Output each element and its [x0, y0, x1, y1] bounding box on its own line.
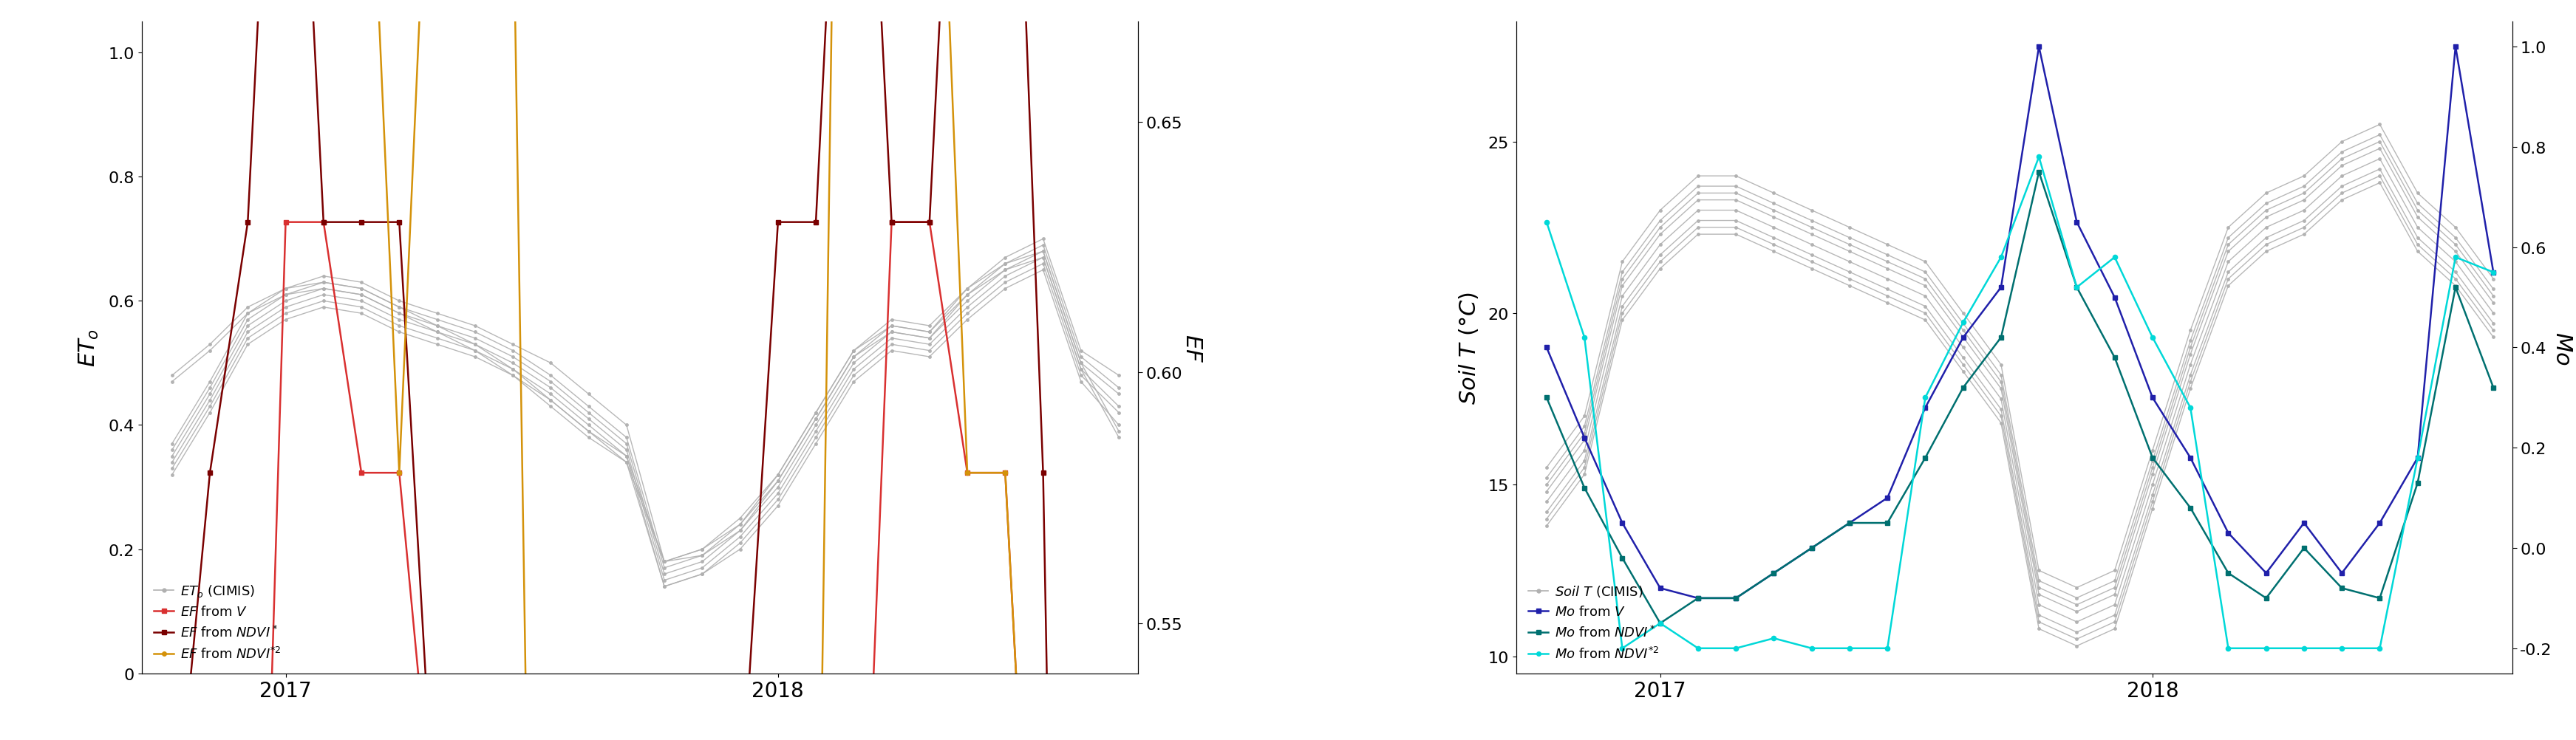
Y-axis label: $EF$: $EF$ — [1180, 333, 1203, 363]
Y-axis label: $Soil\ T\ (°C)$: $Soil\ T\ (°C)$ — [1455, 292, 1479, 404]
Legend: $ET_o$ (CIMIS), $EF$ from $V$, $EF$ from $NDVI^*$, $EF$ from $NDVI^{*2}$: $ET_o$ (CIMIS), $EF$ from $V$, $EF$ from… — [149, 578, 286, 667]
Legend: $Soil\ T$ (CIMIS), $Mo$ from $V$, $Mo$ from $NDVI^*$, $Mo$ from $NDVI^{*2}$: $Soil\ T$ (CIMIS), $Mo$ from $V$, $Mo$ f… — [1522, 579, 1664, 667]
Y-axis label: $Mo$: $Mo$ — [2550, 331, 2571, 365]
Y-axis label: $ET_o$: $ET_o$ — [77, 329, 100, 367]
